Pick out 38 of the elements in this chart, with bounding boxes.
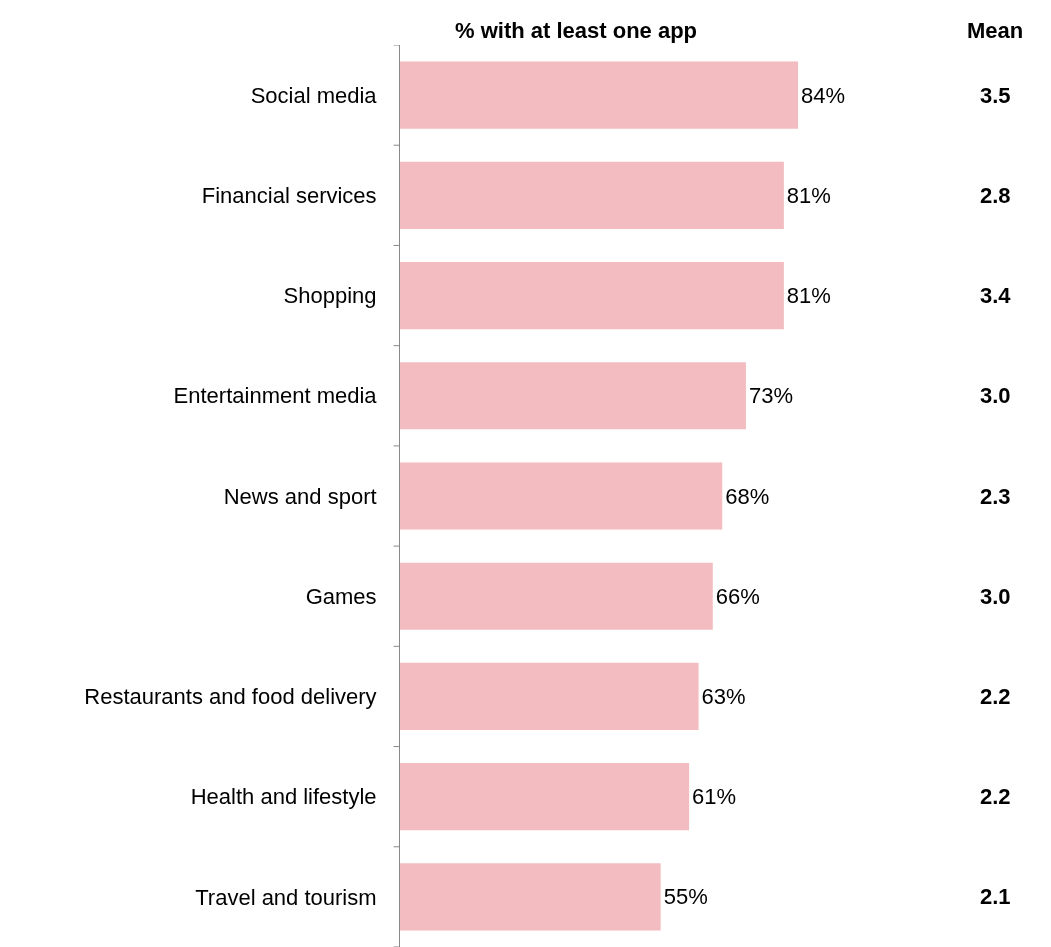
y-tick-label: Games <box>305 583 377 609</box>
bar <box>400 863 661 931</box>
y-tick-label: Health and lifestyle <box>190 784 377 810</box>
data-label: 66% <box>715 583 760 609</box>
data-label: 61% <box>692 784 737 810</box>
chart-title: % with at least one app <box>455 18 698 43</box>
text: 2.3 <box>980 484 1011 509</box>
text: 3.4 <box>980 283 1012 308</box>
text: 2.1 <box>980 884 1011 909</box>
bar <box>400 462 723 530</box>
text: Mean <box>967 18 1024 43</box>
y-tick-label: Travel and tourism <box>195 884 377 910</box>
data-label: 55% <box>663 884 708 910</box>
text: 2.2 <box>980 684 1011 709</box>
y-tick-label: Restaurants and food delivery <box>84 684 377 710</box>
data-label: 73% <box>748 383 793 409</box>
bar <box>400 763 690 831</box>
bar <box>400 362 746 430</box>
bar <box>400 662 699 731</box>
y-tick-label: Shopping <box>283 283 377 309</box>
y-tick-label: Financial services <box>201 183 377 209</box>
bar <box>400 562 713 630</box>
bar <box>400 61 799 129</box>
text: 3.0 <box>980 584 1011 609</box>
bar <box>400 161 784 229</box>
bar <box>400 261 784 330</box>
y-tick-label: News and sport <box>223 483 377 509</box>
text: 3.0 <box>980 383 1011 408</box>
text: 2.8 <box>980 183 1011 208</box>
data-label: 84% <box>801 82 846 108</box>
y-tick-label: Entertainment media <box>173 383 378 409</box>
text: 3.5 <box>980 83 1011 108</box>
data-label: 68% <box>725 483 770 509</box>
data-label: 63% <box>701 683 746 709</box>
data-label: 81% <box>786 182 831 208</box>
text: 2.2 <box>980 784 1011 809</box>
data-label: 81% <box>786 283 831 309</box>
y-tick-label: Social media <box>250 82 378 108</box>
